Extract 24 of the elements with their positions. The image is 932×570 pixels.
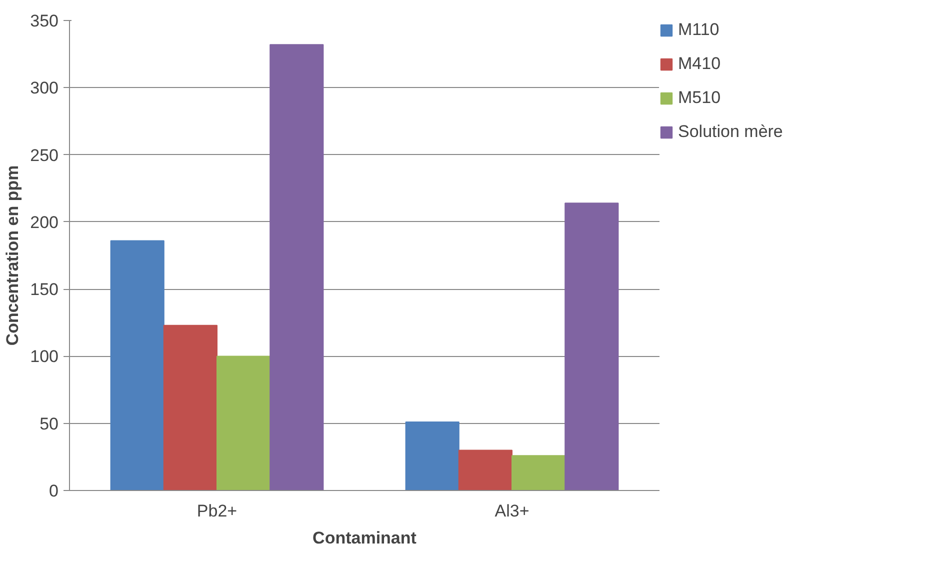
bar <box>110 240 164 490</box>
y-tick-label: 300 <box>30 78 59 98</box>
bar <box>405 422 460 490</box>
x-tick-label: Pb2+ <box>196 502 238 520</box>
bar <box>564 202 619 490</box>
bar <box>512 455 566 490</box>
bar <box>458 450 512 490</box>
y-axis-title: Concentration en ppm <box>3 165 22 346</box>
bar <box>270 44 324 490</box>
y-tick-label: 150 <box>30 280 59 300</box>
y-tick-label: 100 <box>30 347 59 366</box>
x-axis-title: Contaminant <box>312 528 417 548</box>
y-tick-label: 200 <box>30 212 59 232</box>
legend-label: M510 <box>678 88 721 108</box>
bar <box>163 324 218 490</box>
y-tick-label: 250 <box>30 146 59 165</box>
legend-label: M110 <box>678 20 720 40</box>
x-tick-label: Al3+ <box>494 502 530 520</box>
y-tick-label: 0 <box>49 482 59 500</box>
bar <box>216 356 271 490</box>
legend-label: M410 <box>678 54 721 74</box>
y-tick-label: 50 <box>40 414 59 434</box>
y-tick-label: 350 <box>30 12 59 30</box>
legend-label: Solution mère <box>678 122 783 142</box>
